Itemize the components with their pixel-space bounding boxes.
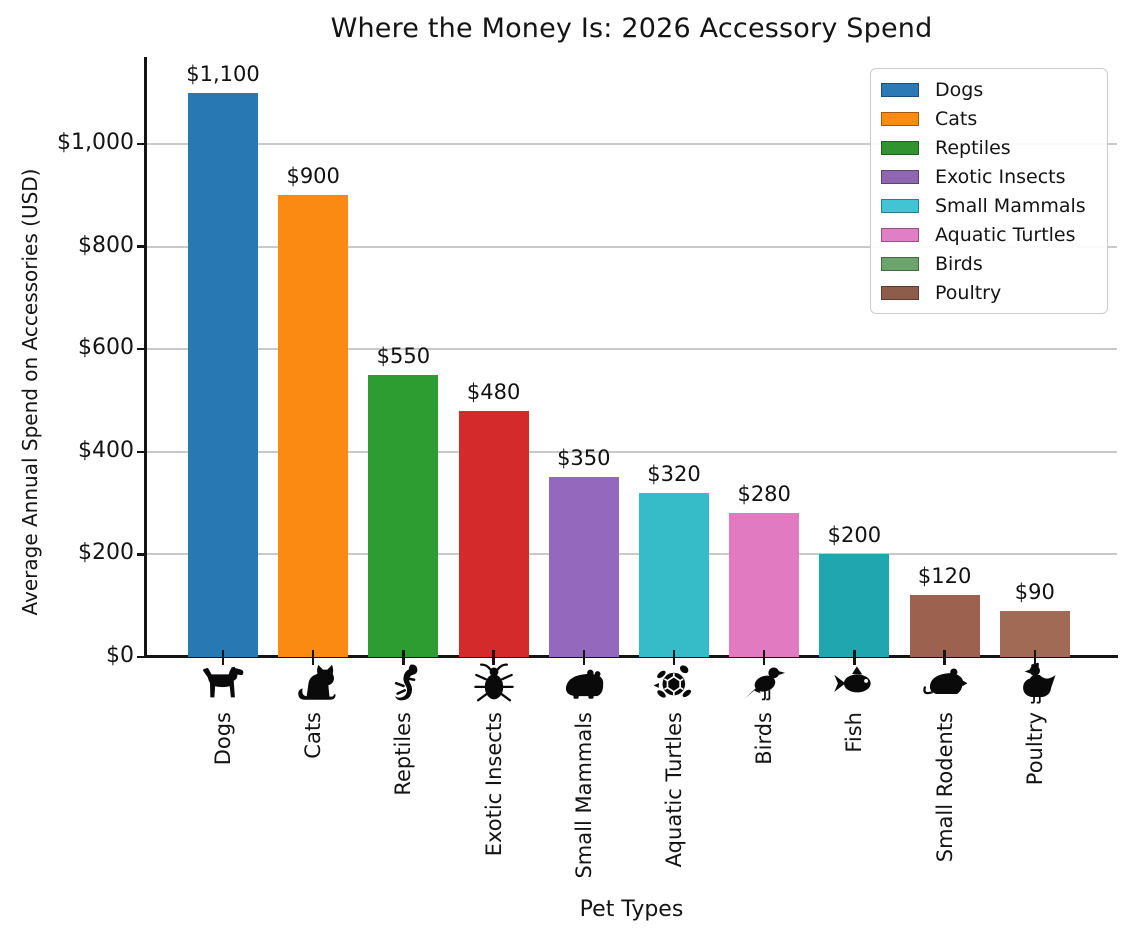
y-tick-mark xyxy=(137,245,146,248)
bar-value-label: $900 xyxy=(286,164,340,189)
bar-value-label: $280 xyxy=(737,482,791,507)
cat-icon xyxy=(290,661,336,707)
bar-small-rodents xyxy=(909,595,980,657)
y-tick-mark xyxy=(137,450,146,453)
bar-reptiles xyxy=(368,374,439,657)
x-tick-mark xyxy=(672,650,676,665)
gecko-icon xyxy=(380,661,426,707)
legend-swatch-cats xyxy=(881,111,919,126)
bar-poultry xyxy=(999,610,1070,657)
x-category-label-cats: Cats xyxy=(301,712,326,759)
y-tick-mark xyxy=(137,142,146,146)
x-tick-mark xyxy=(221,650,225,665)
legend-swatch-exotic-insects xyxy=(881,169,919,184)
y-tick-mark xyxy=(137,553,146,556)
y-axis-spine xyxy=(144,57,147,658)
bar-dogs xyxy=(188,92,258,657)
beetle-icon xyxy=(471,661,517,707)
x-tick-mark xyxy=(1033,650,1037,665)
gridline xyxy=(146,348,1117,351)
legend-entry-aquatic-turtles: Aquatic Turtles xyxy=(881,220,1097,249)
bar-value-label: $480 xyxy=(466,379,521,404)
bar-value-label: $320 xyxy=(647,461,701,486)
legend-entry-cats: Cats xyxy=(881,104,1097,133)
x-category-label-birds: Birds xyxy=(752,712,777,765)
x-tick-mark xyxy=(492,650,495,665)
gridline xyxy=(146,553,1117,556)
legend-entry-small-mammals: Small Mammals xyxy=(881,191,1097,220)
legend-swatch-birds xyxy=(881,256,919,271)
plot-area: $1,100 $900 $550 $480 $350 $320 $280 $200 $120 $9… xyxy=(146,57,1117,657)
dog-icon xyxy=(200,661,246,707)
y-tick-label: $200 xyxy=(78,540,134,566)
legend-swatch-reptiles xyxy=(881,140,919,155)
gridline xyxy=(146,450,1117,453)
x-category-label-small-mammals: Small Mammals xyxy=(571,712,596,879)
x-tick-mark xyxy=(762,650,766,665)
gridline xyxy=(146,245,1117,248)
y-tick-label: $1,000 xyxy=(57,130,134,155)
gridline xyxy=(146,143,1117,145)
fish-icon xyxy=(831,661,877,707)
legend-entry-birds: Birds xyxy=(881,249,1097,278)
bar-birds xyxy=(729,513,800,657)
legend-swatch-poultry xyxy=(881,285,919,300)
x-category-label-small-rodents: Small Rodents xyxy=(932,712,957,863)
hamster-icon xyxy=(561,661,607,707)
chart-title: Where the Money Is: 2026 Accessory Spend xyxy=(330,13,933,44)
x-tick-mark xyxy=(943,650,946,665)
bar-value-label: $550 xyxy=(376,343,431,368)
bar-value-label: $200 xyxy=(827,523,882,548)
legend-label: Reptiles xyxy=(935,136,1011,159)
bar-fish xyxy=(819,554,890,657)
legend-label: Exotic Insects xyxy=(935,165,1066,188)
legend-swatch-aquatic-turtles xyxy=(881,227,919,242)
y-tick-label: $400 xyxy=(78,437,134,463)
turtle-icon xyxy=(651,661,697,707)
legend: Dogs Cats Reptiles Exotic Insects Small Mamm… xyxy=(870,68,1108,314)
bar-cats xyxy=(278,195,349,657)
legend-entry-dogs: Dogs xyxy=(881,75,1097,104)
legend-swatch-small-mammals xyxy=(881,198,919,213)
bar-exotic-insects xyxy=(458,410,529,657)
legend-swatch-dogs xyxy=(881,82,919,97)
y-tick-mark xyxy=(137,655,146,659)
bar-value-label: $1,100 xyxy=(186,61,260,86)
legend-entry-reptiles: Reptiles xyxy=(881,133,1097,162)
y-tick-mark xyxy=(137,348,146,351)
y-tick-label: $600 xyxy=(78,335,134,361)
bar-aquatic-turtles xyxy=(639,492,709,657)
x-category-label-dogs: Dogs xyxy=(211,712,235,766)
legend-label: Birds xyxy=(935,252,983,275)
x-category-label-exotic-insects: Exotic Insects xyxy=(481,712,506,857)
chicken-icon xyxy=(1012,661,1058,707)
x-tick-mark xyxy=(311,650,315,665)
legend-entry-exotic-insects: Exotic Insects xyxy=(881,162,1097,191)
y-tick-label: $0 xyxy=(106,643,134,668)
rodent-icon xyxy=(922,661,968,707)
bar-value-label: $90 xyxy=(1014,579,1055,604)
bar-value-label: $120 xyxy=(917,564,972,589)
x-category-label-fish: Fish xyxy=(842,712,867,753)
x-category-label-poultry: Poultry xyxy=(1022,712,1047,786)
y-tick-label: $800 xyxy=(78,232,134,258)
legend-label: Aquatic Turtles xyxy=(935,223,1076,246)
legend-label: Dogs xyxy=(935,78,984,101)
x-tick-mark xyxy=(853,650,856,665)
x-tick-mark xyxy=(402,650,405,665)
x-axis-label: Pet Types xyxy=(579,897,684,922)
bar-value-label: $350 xyxy=(557,446,611,471)
x-axis-spine xyxy=(144,655,1118,658)
x-category-label-reptiles: Reptiles xyxy=(391,712,416,796)
legend-label: Small Mammals xyxy=(935,194,1086,217)
x-category-label-aquatic-turtles: Aquatic Turtles xyxy=(662,712,686,868)
bird-icon xyxy=(741,661,787,707)
legend-entry-poultry: Poultry xyxy=(881,278,1097,307)
legend-label: Cats xyxy=(935,107,978,130)
bar-small-mammals xyxy=(548,477,619,657)
legend-label: Poultry xyxy=(935,281,1002,304)
x-tick-mark xyxy=(582,650,586,665)
